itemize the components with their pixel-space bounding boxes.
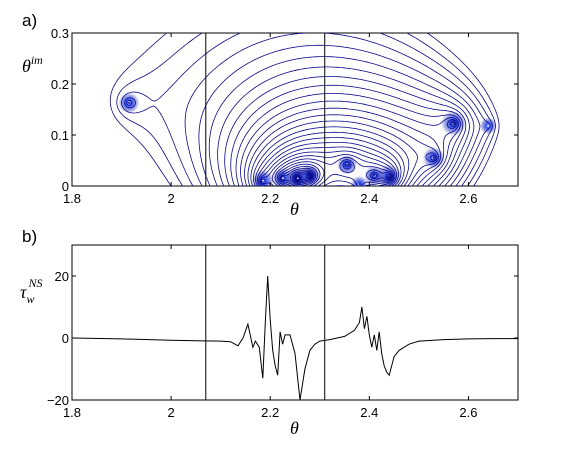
contour-y-tick-label: 0.1 [51,128,69,143]
panel-b-label: b) [22,227,37,246]
contour-plot: 1.8 2 2.2 2.4 2.6 00.10.20.3 θ θim [22,26,519,219]
line-x-tick-label: 1.8 [63,405,81,420]
contour-line [293,172,313,183]
contour-line [294,172,313,182]
contour-line [121,33,493,186]
contour-pole-marker [422,146,445,169]
contour-line [244,107,458,186]
contour-y-axis-label: θim [22,53,43,76]
contour-line [250,120,456,186]
contour-line [240,100,459,186]
contour-y-ticks: 0 0.1 0.2 0.3 [51,26,518,194]
line-x-tick-label: 2.6 [459,405,477,420]
contour-x-ticks: 1.8 2 2.2 2.4 2.6 [63,33,477,206]
contour-line [278,161,392,186]
contour-x-tick-label: 2.6 [459,191,477,206]
contour-line [261,154,394,186]
contour-axes-frame [71,32,519,187]
contour-line [259,146,397,186]
contour-y-axis-label-base: θ [22,56,31,76]
line-y-tick-label: −20 [47,393,69,408]
contour-line [291,170,314,183]
contour-y-axis-label-sup: im [31,53,43,67]
panel-a-label: a) [22,11,37,30]
line-x-ticks: 1.8 2 2.2 2.4 2.6 [63,245,477,420]
wall-shear-series-line [72,275,518,400]
contour-line [126,44,481,186]
contour-x-tick-label: 2 [167,191,174,206]
contour-line [224,76,467,186]
contour-x-tick-label: 2.2 [261,191,279,206]
contour-line [235,93,461,186]
line-y-axis-label: τw NS [20,276,42,306]
contour-line [276,159,393,186]
contour-line [253,121,456,186]
contour-line [230,84,464,186]
contour-line [127,56,475,186]
line-x-tick-label: 2.4 [360,405,378,420]
contour-line [109,33,500,186]
contour-line [279,162,392,186]
contour-vlines [205,33,326,186]
contour-line [280,163,391,186]
line-y-ticks: −20 0 20 [47,269,518,408]
contour-line [255,122,455,186]
contour-pole-marker [479,117,497,135]
contour-line [116,33,496,186]
contour-lines [109,33,500,186]
contour-x-tick-label: 1.8 [63,191,81,206]
line-y-axis-label-sup: NS [27,276,42,290]
line-plot: 1.8 2 2.2 2.4 2.6 −20 0 20 θ τw NS [20,244,519,438]
contour-line [258,142,399,186]
contour-y-tick-label: 0.2 [51,77,69,92]
contour-line [124,33,491,186]
line-y-tick-label: 20 [55,269,69,284]
contour-x-axis-label: θ [290,199,299,219]
contour-line [217,66,470,186]
contour-y-tick-label: 0.3 [51,26,69,41]
line-y-axis-label-sub: w [26,292,34,306]
contour-line [256,137,402,186]
line-x-axis-label: θ [290,418,299,438]
line-x-tick-label: 2 [167,405,174,420]
contour-line [281,169,315,184]
line-vlines [205,245,326,400]
line-axes-frame [71,244,519,401]
contour-line [247,114,457,186]
line-x-tick-label: 2.2 [261,405,279,420]
contour-x-tick-label: 2.4 [360,191,378,206]
line-y-tick-label: 0 [62,331,69,346]
line-y-axis-label-base: τ [20,282,27,302]
contour-y-tick-label: 0 [62,179,69,194]
